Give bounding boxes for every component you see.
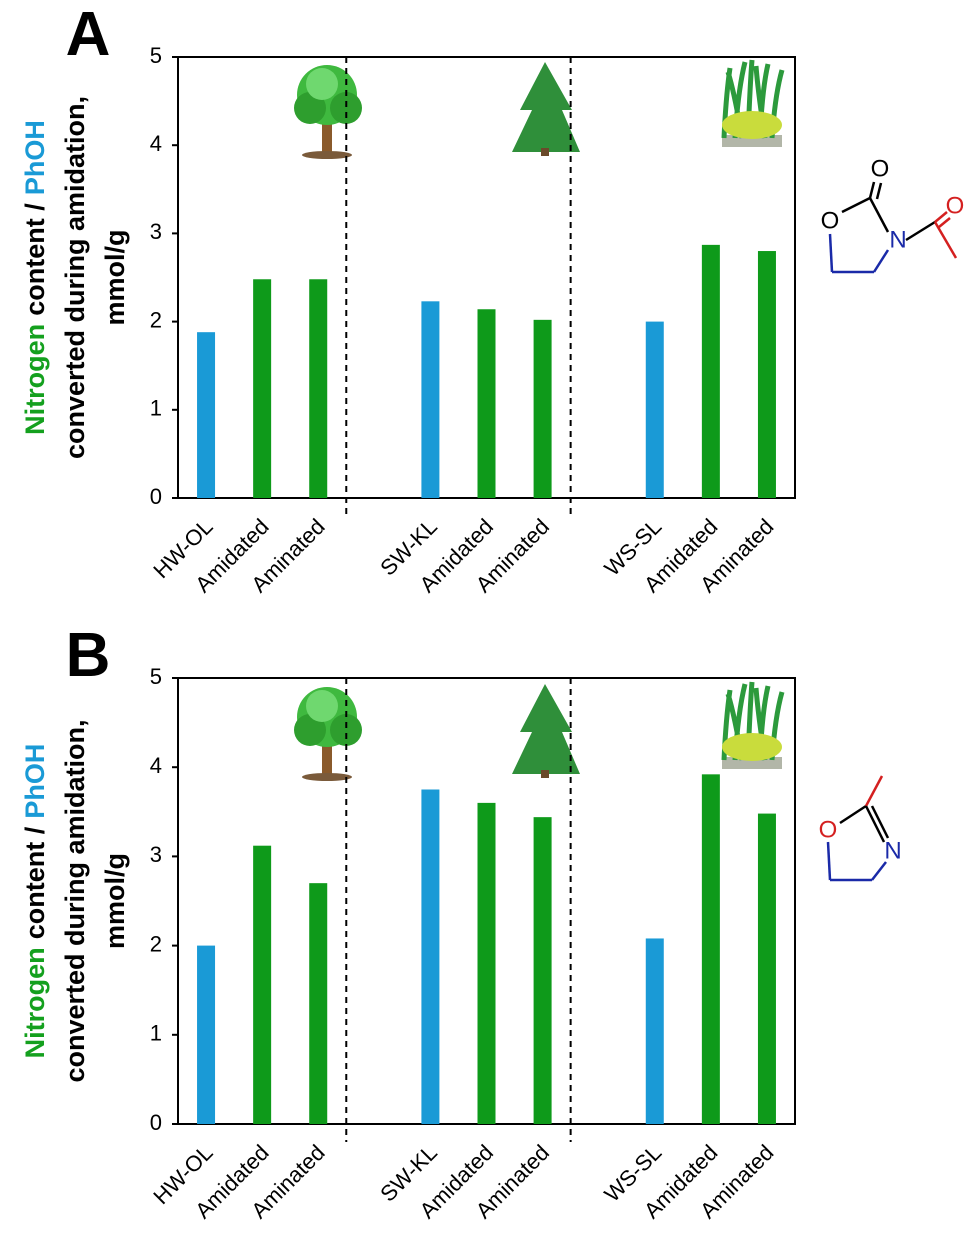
- bar: [757, 251, 776, 498]
- straw-icon: [721, 59, 785, 147]
- y-tick-label: 1: [150, 396, 162, 421]
- panel-label: B: [66, 621, 111, 690]
- bar: [701, 774, 720, 1124]
- y-axis-label-part: Nitrogen: [20, 947, 50, 1058]
- bar: [477, 802, 496, 1124]
- y-axis-label: mmol/g: [100, 853, 130, 949]
- bar: [757, 813, 776, 1124]
- straw-icon: [721, 681, 785, 769]
- y-axis-label: Nitrogen content / PhOH: [20, 744, 50, 1059]
- bar: [701, 244, 720, 498]
- atom: O: [821, 207, 840, 234]
- atom: O: [946, 192, 965, 219]
- atom: O: [819, 816, 838, 843]
- y-axis-label: converted during amidation,: [60, 96, 90, 459]
- bar: [533, 817, 552, 1124]
- bar: [421, 789, 440, 1124]
- bar: [253, 845, 272, 1124]
- y-axis-label: converted during amidation,: [60, 719, 90, 1082]
- y-tick-label: 0: [150, 484, 162, 509]
- y-axis-label: Nitrogen content / PhOH: [20, 120, 50, 435]
- bar: [533, 319, 552, 498]
- bar: [645, 938, 664, 1124]
- y-tick-label: 3: [150, 219, 162, 244]
- y-tick-label: 2: [150, 931, 162, 956]
- y-tick-label: 3: [150, 842, 162, 867]
- panel-label: A: [66, 0, 111, 69]
- y-axis-label-part: content /: [20, 826, 50, 939]
- y-tick-label: 2: [150, 307, 162, 332]
- bar: [309, 279, 328, 498]
- y-axis-label-part: content /: [20, 203, 50, 316]
- softwood-icon: [512, 684, 580, 778]
- bar: [197, 945, 216, 1124]
- bar: [421, 301, 440, 498]
- hardwood-icon: [294, 687, 362, 781]
- hardwood-icon: [294, 65, 362, 159]
- y-tick-label: 1: [150, 1021, 162, 1046]
- bar: [197, 332, 216, 498]
- bar: [645, 321, 664, 498]
- y-axis-label-part: PhOH: [20, 744, 50, 819]
- bar: [253, 279, 272, 498]
- y-tick-label: 4: [150, 753, 162, 778]
- y-tick-label: 0: [150, 1110, 162, 1135]
- y-tick-label: 5: [150, 43, 162, 68]
- bar: [477, 309, 496, 498]
- atom: O: [871, 155, 890, 182]
- molecule-a: [828, 181, 958, 274]
- y-tick-label: 5: [150, 664, 162, 689]
- atom: N: [884, 837, 901, 864]
- y-axis-label: mmol/g: [100, 229, 130, 325]
- atom: N: [889, 226, 906, 253]
- bar: [309, 883, 328, 1124]
- y-axis-label-part: Nitrogen: [20, 324, 50, 435]
- molecule-b: [826, 775, 890, 882]
- softwood-icon: [512, 62, 580, 156]
- y-axis-label-part: PhOH: [20, 120, 50, 195]
- y-tick-label: 4: [150, 131, 162, 156]
